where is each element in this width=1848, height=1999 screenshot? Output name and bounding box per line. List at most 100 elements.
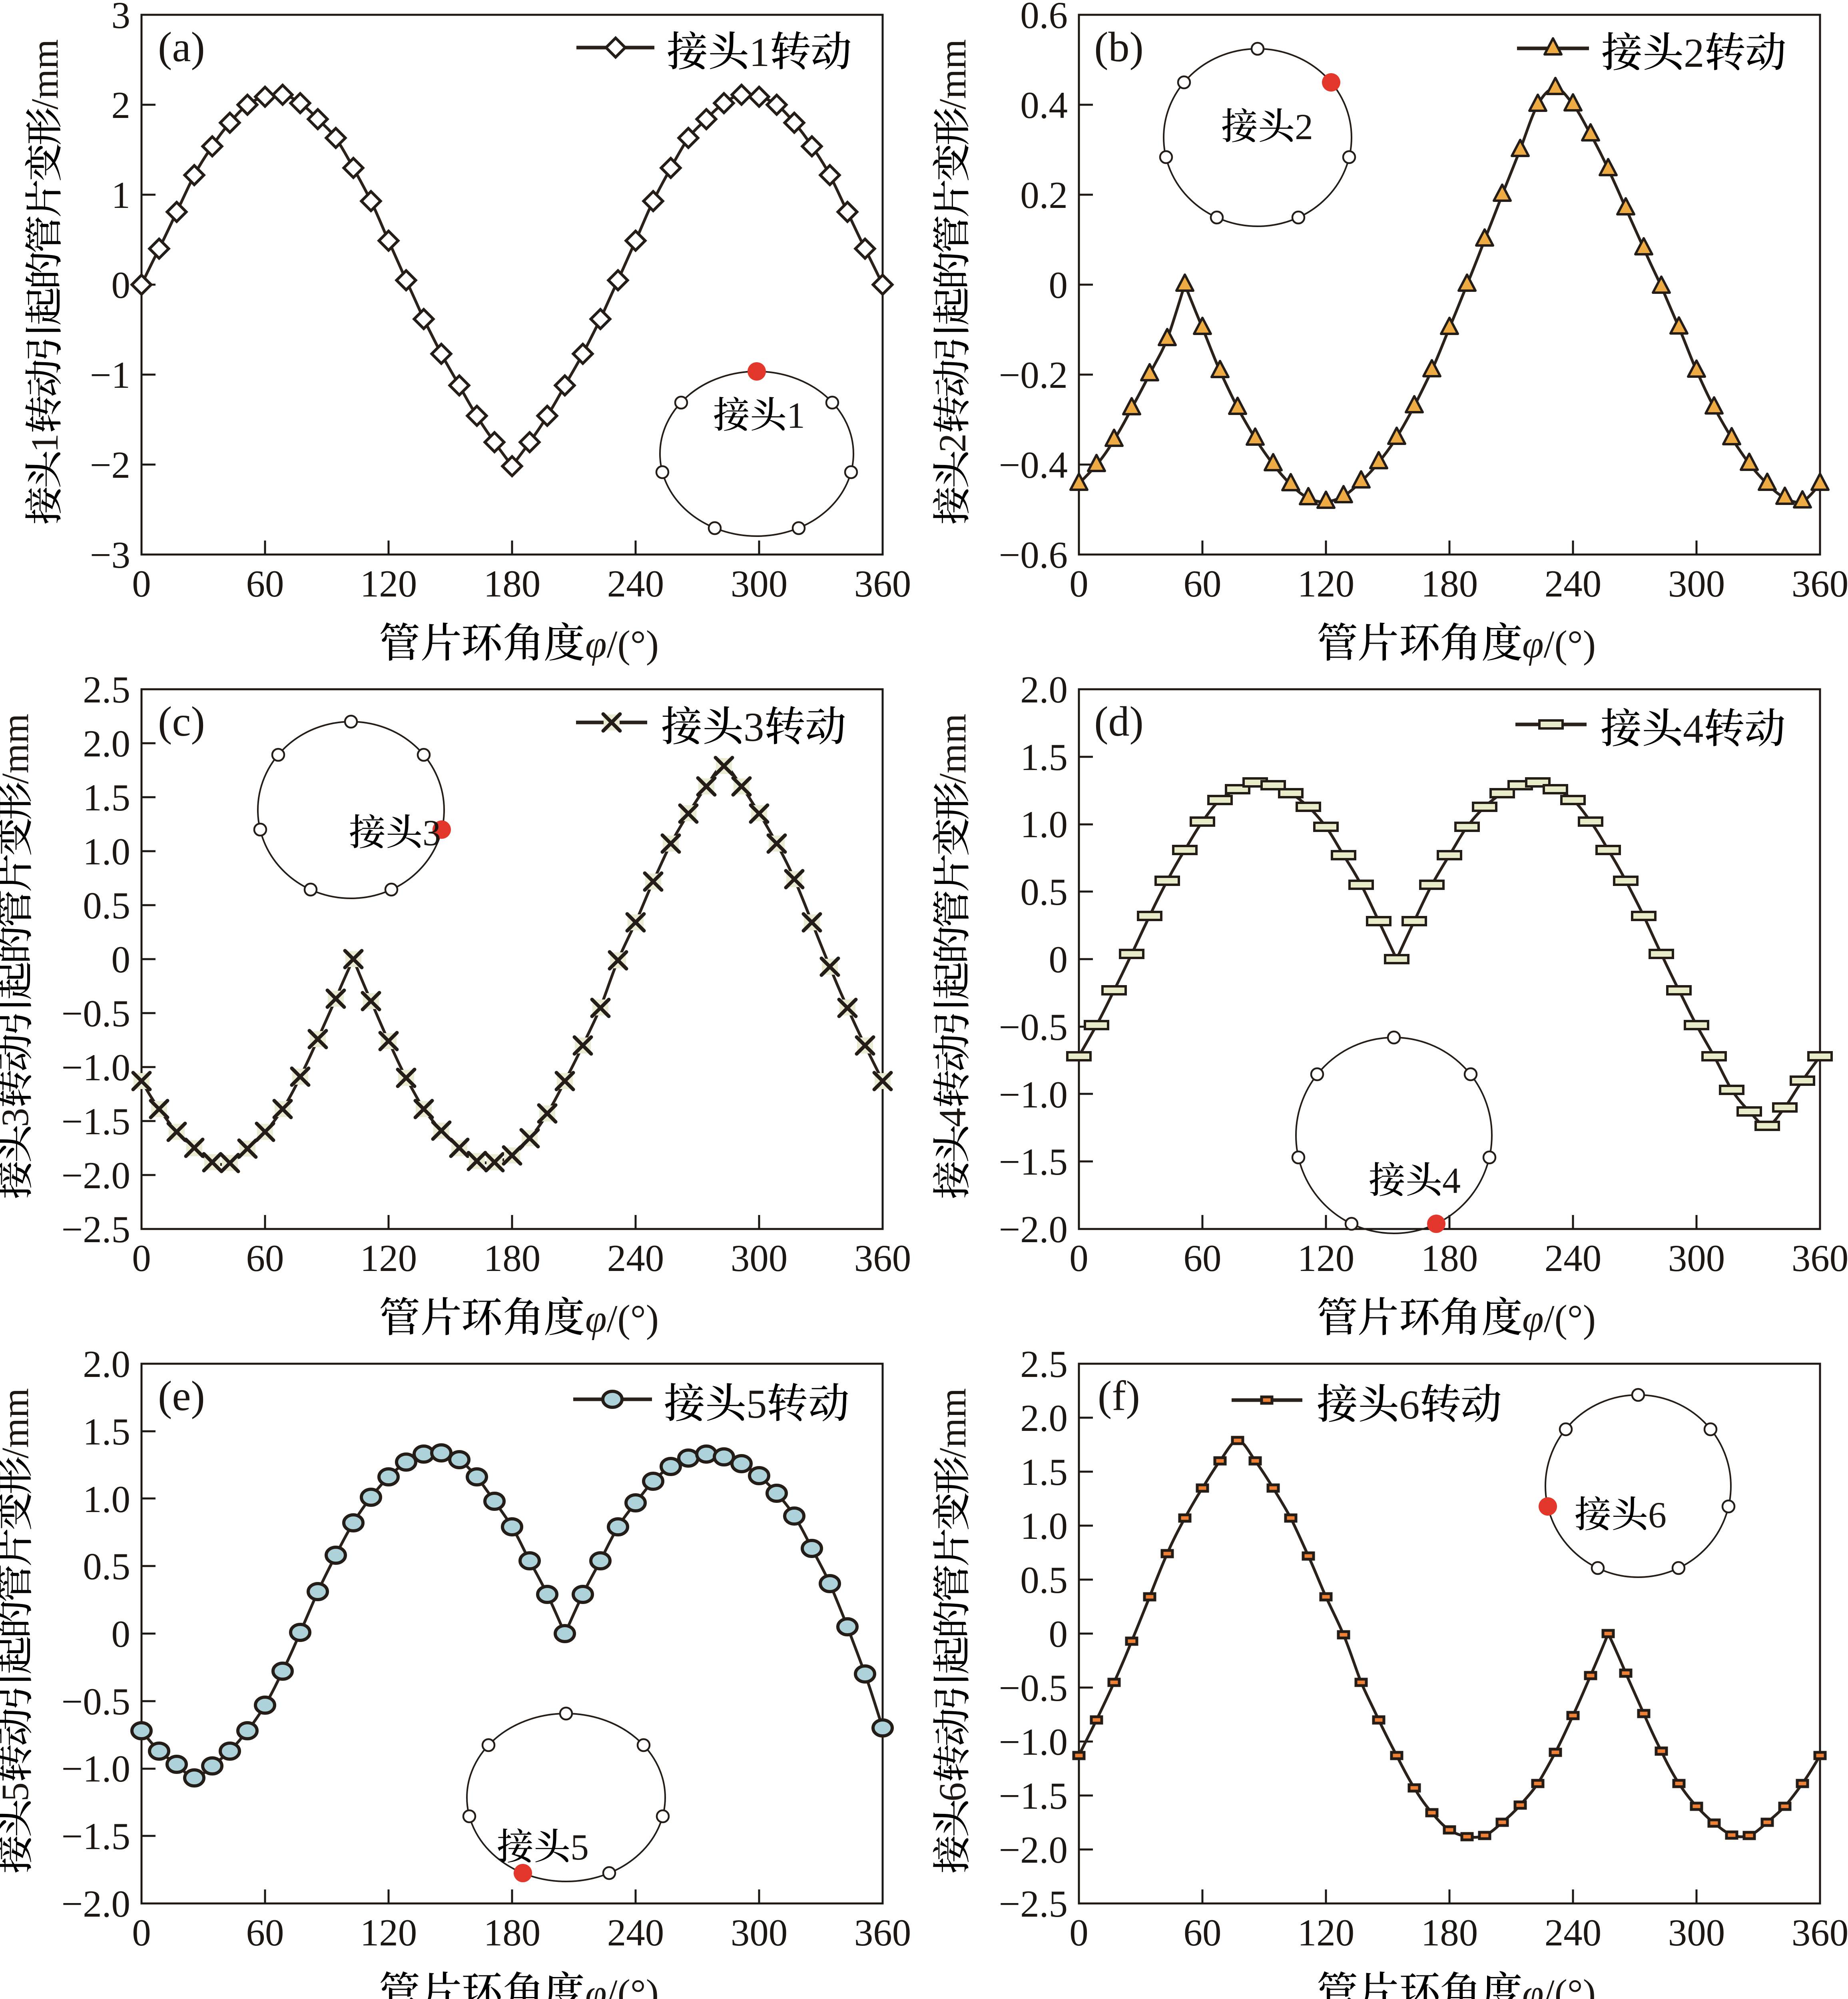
svg-text:120: 120 [360, 1911, 417, 1954]
svg-text:5: 5 [0, 1782, 36, 1801]
svg-text:1: 1 [787, 395, 805, 436]
svg-text:60: 60 [246, 1237, 284, 1279]
svg-text:1: 1 [112, 174, 131, 216]
svg-text:360: 360 [854, 1911, 911, 1954]
svg-text:−0.5: −0.5 [62, 1680, 130, 1723]
svg-text:120: 120 [1298, 563, 1355, 605]
svg-text:300: 300 [1668, 1237, 1725, 1279]
svg-text:(c): (c) [158, 698, 205, 745]
svg-text:3: 3 [0, 1108, 36, 1127]
svg-text:4: 4 [931, 1108, 974, 1127]
svg-text:0.4: 0.4 [1020, 84, 1068, 126]
svg-text:0.5: 0.5 [1020, 871, 1068, 913]
svg-text:/mm: /mm [0, 714, 36, 784]
svg-text:φ/(°): φ/(°) [1522, 623, 1596, 666]
svg-text:0.5: 0.5 [1020, 1559, 1068, 1601]
svg-text:−0.5: −0.5 [62, 992, 130, 1035]
svg-text:φ/(°): φ/(°) [585, 623, 659, 666]
svg-text:−1: −1 [90, 354, 130, 396]
svg-text:φ/(°): φ/(°) [1522, 1972, 1596, 1999]
svg-text:1.5: 1.5 [1020, 1451, 1068, 1493]
svg-text:−2.0: −2.0 [999, 1829, 1068, 1871]
svg-text:5: 5 [746, 1381, 767, 1427]
svg-text:1.0: 1.0 [83, 830, 130, 873]
svg-text:−2.0: −2.0 [999, 1208, 1068, 1251]
svg-text:(d): (d) [1094, 698, 1144, 745]
svg-text:2.5: 2.5 [83, 668, 130, 711]
svg-text:3: 3 [744, 704, 764, 750]
svg-text:3: 3 [423, 812, 441, 853]
svg-text:180: 180 [484, 563, 541, 605]
svg-text:−1.0: −1.0 [999, 1073, 1068, 1116]
svg-text:1.5: 1.5 [83, 1410, 130, 1453]
svg-text:180: 180 [1421, 1911, 1478, 1954]
svg-text:/mm: /mm [931, 714, 974, 784]
svg-text:6: 6 [931, 1782, 974, 1801]
svg-text:2.0: 2.0 [83, 1343, 130, 1385]
svg-text:180: 180 [484, 1237, 541, 1279]
svg-text:2: 2 [112, 84, 131, 126]
svg-text:1.0: 1.0 [1020, 1505, 1068, 1547]
svg-text:0: 0 [132, 563, 151, 605]
svg-text:−1.5: −1.5 [62, 1815, 130, 1857]
svg-text:360: 360 [1792, 563, 1848, 605]
svg-text:2: 2 [1684, 30, 1704, 76]
svg-text:−1.0: −1.0 [999, 1721, 1068, 1763]
svg-text:−0.4: −0.4 [999, 444, 1068, 486]
svg-text:6: 6 [1399, 1382, 1420, 1428]
svg-text:240: 240 [1545, 563, 1602, 605]
svg-text:−0.5: −0.5 [999, 1667, 1068, 1709]
svg-text:(a): (a) [158, 24, 205, 70]
svg-text:φ/(°): φ/(°) [585, 1297, 659, 1340]
svg-text:(b): (b) [1094, 24, 1144, 70]
svg-text:φ/(°): φ/(°) [1522, 1297, 1596, 1340]
svg-text:60: 60 [1184, 1911, 1222, 1954]
svg-text:120: 120 [360, 1237, 417, 1279]
svg-text:120: 120 [1298, 1911, 1355, 1954]
svg-text:4: 4 [1442, 1160, 1461, 1201]
svg-text:/mm: /mm [23, 39, 66, 110]
svg-text:−0.2: −0.2 [999, 354, 1068, 396]
svg-text:1.5: 1.5 [83, 776, 130, 819]
svg-text:60: 60 [246, 1911, 284, 1954]
svg-text:360: 360 [854, 1237, 911, 1279]
svg-text:300: 300 [731, 1911, 788, 1954]
svg-text:300: 300 [1668, 1911, 1725, 1954]
svg-text:/mm: /mm [931, 1388, 974, 1458]
svg-text:360: 360 [854, 563, 911, 605]
svg-text:2.0: 2.0 [1020, 1397, 1068, 1439]
svg-text:−1.5: −1.5 [999, 1141, 1068, 1183]
svg-text:60: 60 [1184, 1237, 1222, 1279]
svg-text:180: 180 [484, 1911, 541, 1954]
svg-text:/mm: /mm [931, 39, 974, 110]
svg-text:0: 0 [112, 264, 131, 306]
svg-text:360: 360 [1792, 1237, 1848, 1279]
svg-text:360: 360 [1792, 1911, 1848, 1954]
svg-text:240: 240 [607, 563, 664, 605]
svg-text:240: 240 [1545, 1911, 1602, 1954]
svg-text:1.0: 1.0 [1020, 803, 1068, 846]
svg-text:−1.0: −1.0 [62, 1046, 130, 1089]
svg-text:0: 0 [1049, 1613, 1068, 1655]
svg-text:0: 0 [132, 1237, 151, 1279]
svg-text:1.5: 1.5 [1020, 736, 1068, 778]
svg-text:−0.5: −0.5 [999, 1006, 1068, 1048]
svg-text:0.2: 0.2 [1020, 174, 1068, 216]
svg-text:120: 120 [1298, 1237, 1355, 1279]
svg-text:2: 2 [931, 433, 974, 453]
svg-text:240: 240 [607, 1911, 664, 1954]
svg-text:−1.5: −1.5 [62, 1100, 130, 1143]
svg-text:300: 300 [1668, 563, 1725, 605]
svg-text:6: 6 [1648, 1494, 1667, 1535]
svg-text:60: 60 [1184, 563, 1222, 605]
svg-text:−2.5: −2.5 [62, 1208, 130, 1251]
svg-text:240: 240 [1545, 1237, 1602, 1279]
svg-text:180: 180 [1421, 563, 1478, 605]
svg-text:φ/(°): φ/(°) [585, 1972, 659, 1999]
svg-text:0: 0 [132, 1911, 151, 1954]
svg-text:/mm: /mm [0, 1388, 36, 1458]
svg-text:0: 0 [1049, 938, 1068, 981]
svg-text:300: 300 [731, 1237, 788, 1279]
svg-text:(f): (f) [1098, 1373, 1140, 1419]
svg-text:300: 300 [731, 563, 788, 605]
